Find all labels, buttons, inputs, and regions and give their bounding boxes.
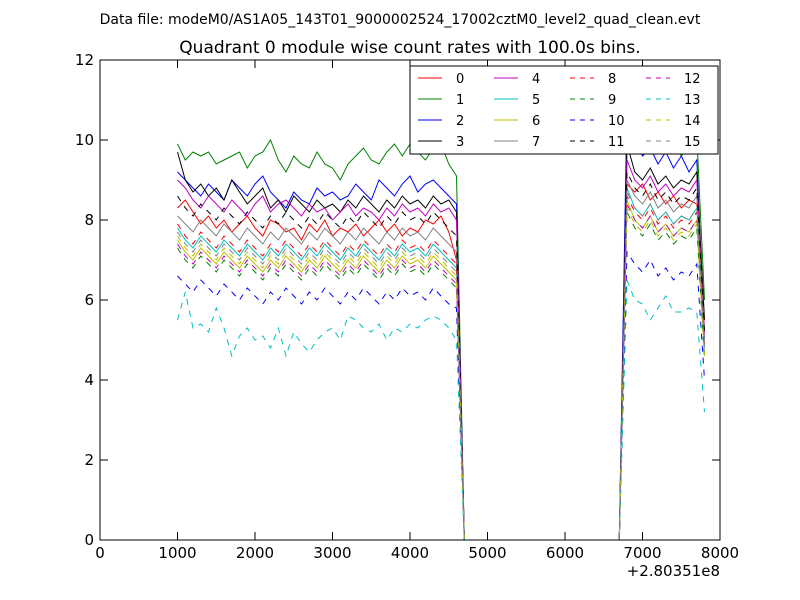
- legend-label-9: 9: [608, 93, 616, 108]
- legend-label-12: 12: [684, 72, 701, 87]
- series-line-3: [177, 143, 705, 540]
- legend-label-8: 8: [608, 72, 616, 87]
- chart-title: Quadrant 0 module wise count rates with …: [179, 38, 640, 58]
- y-tick-label: 10: [75, 131, 94, 149]
- legend-box: [409, 65, 719, 155]
- legend-label-10: 10: [608, 114, 625, 129]
- legend-label-1: 1: [456, 93, 464, 108]
- series-line-4: [177, 159, 705, 540]
- legend-label-4: 4: [532, 72, 540, 87]
- x-tick-label: 3000: [313, 544, 351, 562]
- legend-label-14: 14: [684, 114, 701, 129]
- series-line-13: [177, 279, 705, 540]
- series-line-6: [177, 199, 705, 540]
- y-tick-label: 12: [75, 51, 94, 69]
- x-tick-label: 2000: [236, 544, 274, 562]
- series-line-7: [177, 179, 705, 540]
- y-tick-label: 6: [84, 291, 94, 309]
- x-tick-label: 6000: [546, 544, 584, 562]
- x-offset-label: +2.80351e8: [627, 562, 720, 580]
- x-tick-label: 4000: [391, 544, 429, 562]
- x-tick-label: 8000: [701, 544, 739, 562]
- legend-label-3: 3: [456, 135, 464, 150]
- x-tick-label: 0: [95, 544, 105, 562]
- x-tick-label: 5000: [468, 544, 506, 562]
- x-tick-label: 7000: [623, 544, 661, 562]
- legend-label-15: 15: [684, 135, 701, 150]
- series-line-5: [177, 187, 705, 540]
- x-tick-label: 1000: [158, 544, 196, 562]
- series-line-10: [177, 250, 705, 540]
- series-line-2: [177, 103, 705, 540]
- legend-label-5: 5: [532, 93, 540, 108]
- legend-label-0: 0: [456, 72, 464, 87]
- y-tick-label: 0: [84, 531, 94, 549]
- series-line-0: [177, 182, 705, 540]
- legend-label-7: 7: [532, 135, 540, 150]
- legend-label-2: 2: [456, 114, 464, 129]
- legend-label-13: 13: [684, 93, 701, 108]
- legend-label-6: 6: [532, 114, 540, 129]
- legend-label-11: 11: [608, 135, 625, 150]
- plot-area: 0 1000 2000 3000 4000 5000 6000 7000 80000246810…: [75, 51, 739, 562]
- y-tick-label: 2: [84, 451, 94, 469]
- y-tick-label: 8: [84, 211, 94, 229]
- suptitle: Data file: modeM0/AS1A05_143T01_90000025…: [100, 12, 701, 28]
- y-tick-label: 4: [84, 371, 94, 389]
